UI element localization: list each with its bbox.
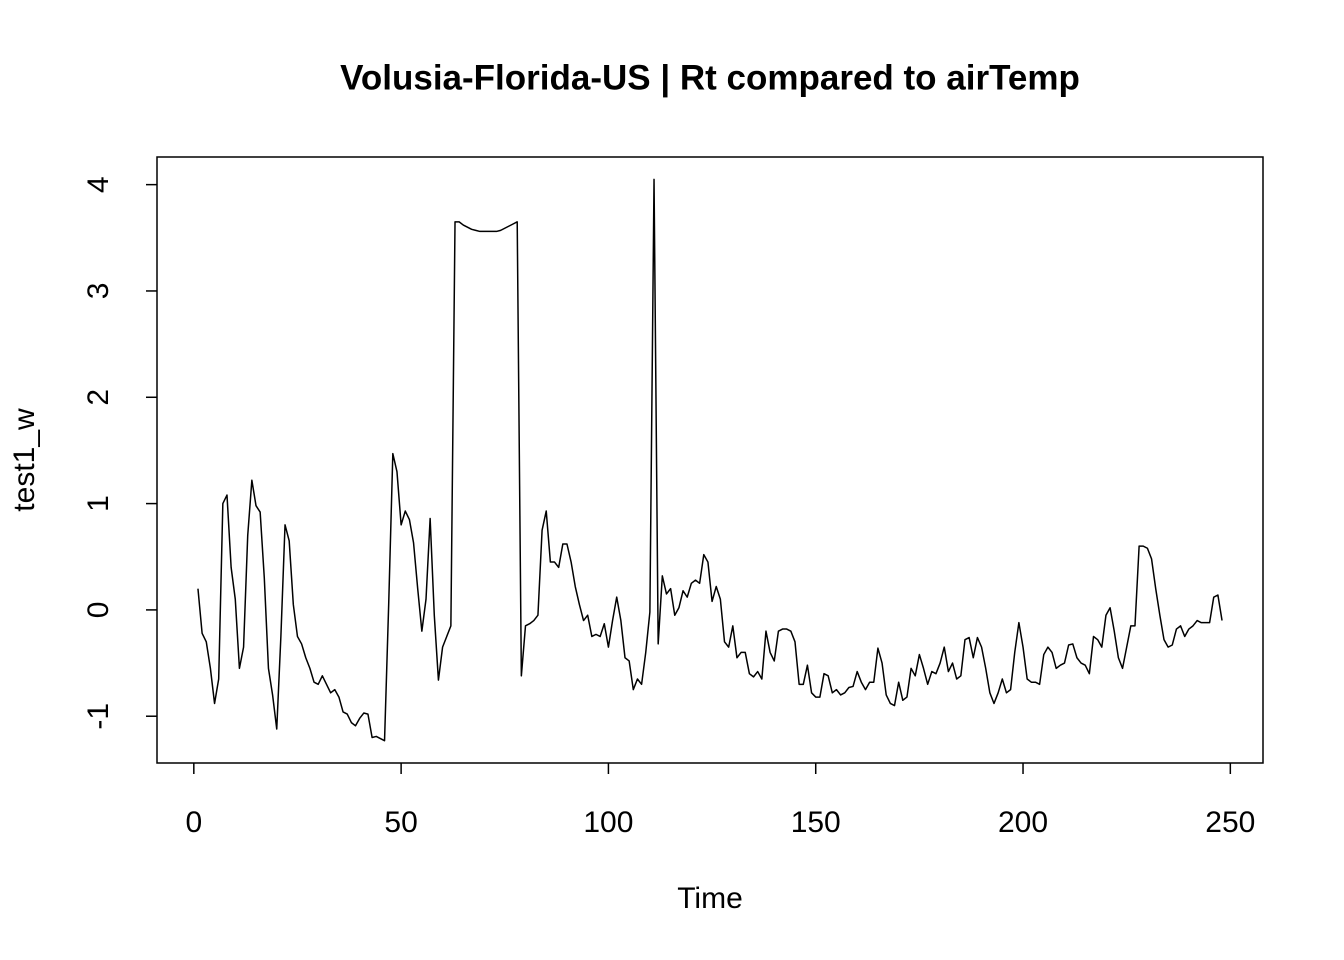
- x-tick-label: 100: [583, 806, 633, 839]
- chart-title: Volusia-Florida-US | Rt compared to airT…: [340, 58, 1080, 97]
- y-axis-label: test1_w: [8, 408, 41, 512]
- y-tick-label: 1: [82, 495, 115, 512]
- x-tick-label: 200: [998, 806, 1048, 839]
- x-tick-label: 150: [791, 806, 841, 839]
- y-tick-label: 0: [82, 602, 115, 619]
- y-tick-label: -1: [82, 703, 115, 730]
- x-axis-label: Time: [677, 882, 743, 915]
- x-tick-label: 50: [384, 806, 417, 839]
- x-tick-label: 0: [185, 806, 202, 839]
- y-tick-label: 4: [82, 176, 115, 193]
- plot-frame: [156, 156, 1264, 764]
- y-tick-label: 3: [82, 283, 115, 300]
- data-line: [197, 178, 1223, 742]
- y-tick-label: 2: [82, 389, 115, 406]
- x-tick-label: 250: [1205, 806, 1255, 839]
